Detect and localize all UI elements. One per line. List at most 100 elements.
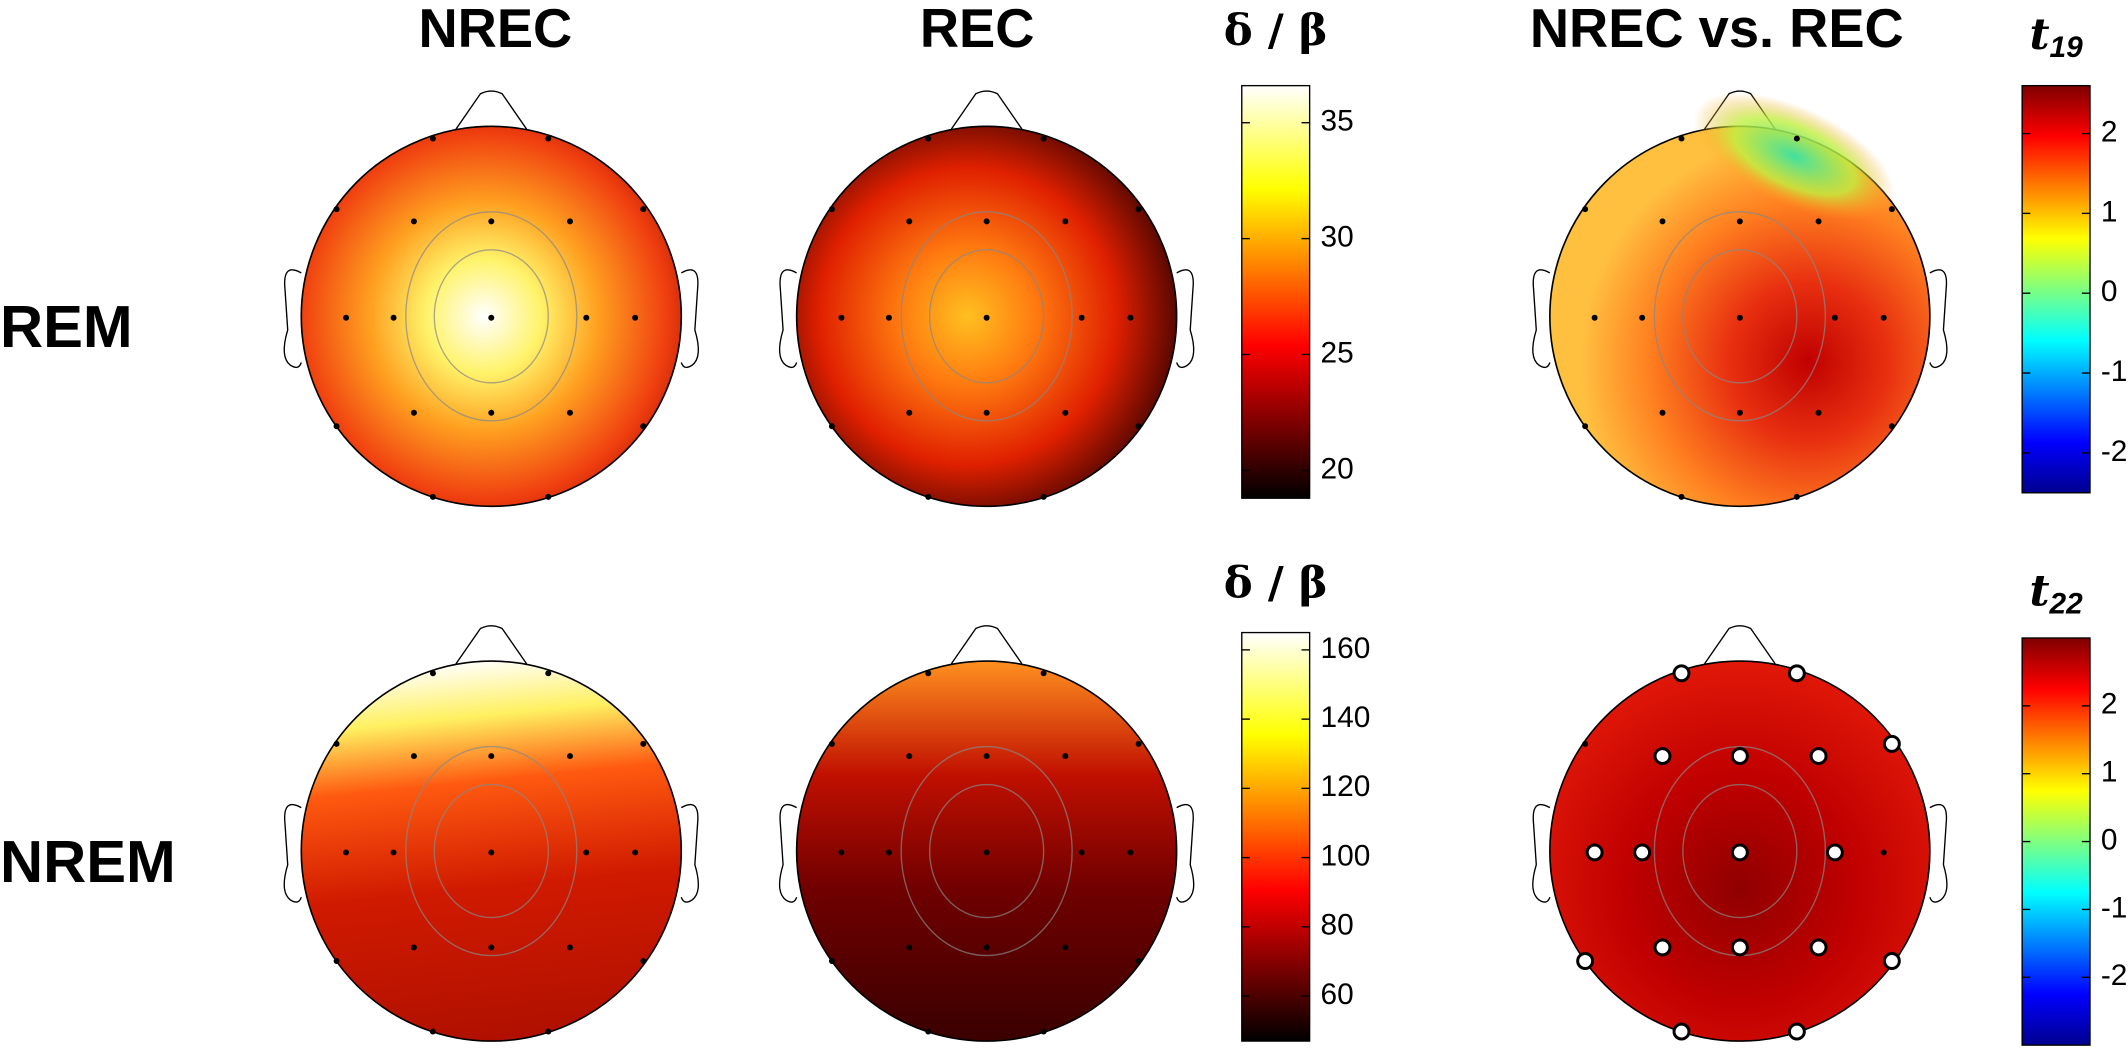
electrode bbox=[1639, 314, 1646, 321]
electrode bbox=[1736, 409, 1743, 416]
electrode bbox=[488, 944, 495, 951]
contour bbox=[433, 783, 549, 919]
symbol: t bbox=[2029, 566, 2049, 617]
tick-label: 1 bbox=[2101, 195, 2118, 228]
tick-label: 0 bbox=[2101, 823, 2118, 856]
significant-electrode bbox=[1653, 747, 1672, 766]
electrode bbox=[1793, 493, 1800, 500]
electrode bbox=[545, 135, 552, 142]
electrode bbox=[333, 423, 340, 430]
electrode bbox=[1678, 493, 1685, 500]
head bbox=[283, 90, 699, 508]
contour bbox=[1682, 249, 1798, 384]
tick-label: 0 bbox=[2101, 275, 2118, 308]
electrode bbox=[545, 1028, 552, 1035]
electrode bbox=[1040, 493, 1047, 500]
tick-label: -1 bbox=[2101, 355, 2128, 388]
electrode bbox=[488, 753, 495, 760]
electrode bbox=[567, 218, 573, 225]
electrode bbox=[925, 493, 932, 500]
electrode bbox=[983, 314, 990, 321]
electrode bbox=[1135, 206, 1142, 213]
electrode bbox=[567, 944, 573, 951]
ear bbox=[778, 269, 798, 369]
electrode bbox=[488, 409, 495, 416]
electrode bbox=[838, 849, 845, 856]
electrode bbox=[410, 218, 417, 225]
electrode bbox=[1135, 423, 1142, 430]
electrode bbox=[1040, 135, 1047, 142]
ear bbox=[1175, 269, 1195, 369]
electrode bbox=[390, 314, 397, 321]
symbol: t bbox=[2029, 9, 2049, 60]
electrode bbox=[1659, 409, 1666, 416]
electrode bbox=[583, 314, 590, 321]
electrode bbox=[410, 753, 417, 760]
electrode bbox=[1040, 1028, 1047, 1035]
nose bbox=[950, 90, 1023, 130]
head bbox=[1532, 625, 1948, 1042]
colorbar-label: δ / β bbox=[1224, 5, 1328, 56]
electrode bbox=[1582, 206, 1589, 213]
ear bbox=[1929, 269, 1948, 369]
electrode bbox=[333, 740, 340, 747]
significant-electrode bbox=[1672, 1022, 1691, 1041]
electrode bbox=[429, 670, 436, 677]
significant-electrode bbox=[1730, 843, 1749, 862]
column-title: NREC vs. REC bbox=[1530, 0, 1904, 59]
electrode bbox=[906, 409, 913, 416]
scalp-map-region bbox=[1693, 92, 1895, 220]
electrode bbox=[640, 206, 647, 213]
significant-electrode bbox=[1633, 843, 1652, 862]
electrode bbox=[1062, 218, 1069, 225]
electrode bbox=[1135, 740, 1142, 747]
significant-electrode bbox=[1653, 938, 1672, 957]
ear bbox=[680, 803, 699, 903]
significant-electrode bbox=[1730, 747, 1749, 766]
head bbox=[778, 625, 1195, 1042]
nose bbox=[1704, 625, 1776, 665]
significant-electrode bbox=[1576, 952, 1595, 970]
colorbar bbox=[1241, 631, 1311, 1042]
electrode bbox=[583, 849, 590, 856]
electrode bbox=[1888, 423, 1895, 430]
contour bbox=[405, 211, 578, 422]
electrode bbox=[925, 670, 932, 677]
labels: NREC REC NREC vs. REC REM NREM bbox=[0, 0, 1904, 895]
electrode bbox=[640, 423, 647, 430]
electrode bbox=[1582, 740, 1589, 747]
electrode bbox=[1135, 958, 1142, 964]
electrode bbox=[545, 493, 552, 500]
nose bbox=[950, 625, 1023, 665]
electrode bbox=[1040, 670, 1047, 677]
electrode bbox=[906, 944, 913, 951]
column-title: REC bbox=[920, 0, 1035, 59]
tick-label: 1 bbox=[2101, 756, 2118, 789]
electrode bbox=[1888, 206, 1895, 213]
significant-electrode bbox=[1882, 952, 1901, 970]
electrode bbox=[885, 314, 892, 321]
tick-label: 20 bbox=[1321, 452, 1354, 485]
electrode bbox=[828, 958, 835, 964]
significant-electrode bbox=[1787, 664, 1806, 683]
electrode bbox=[343, 314, 350, 321]
contour bbox=[900, 745, 1073, 957]
row-label: NREM bbox=[0, 828, 176, 895]
electrode bbox=[1815, 409, 1822, 416]
electrode bbox=[429, 135, 436, 142]
tick-label: 80 bbox=[1321, 909, 1354, 942]
head bbox=[1532, 90, 1948, 508]
tick-label: 140 bbox=[1321, 701, 1371, 734]
electrode bbox=[567, 409, 573, 416]
tick-label: 60 bbox=[1321, 978, 1354, 1011]
electrode bbox=[906, 218, 913, 225]
tick-label: 25 bbox=[1321, 336, 1354, 369]
significant-electrode bbox=[1787, 1022, 1806, 1041]
electrode bbox=[1659, 218, 1666, 225]
electrode bbox=[1582, 423, 1589, 430]
significant-electrode bbox=[1809, 747, 1828, 766]
electrode bbox=[925, 1028, 932, 1035]
electrode bbox=[1815, 218, 1822, 225]
colorbar-label: δ / β bbox=[1224, 557, 1328, 608]
colorbar bbox=[1241, 84, 1311, 499]
